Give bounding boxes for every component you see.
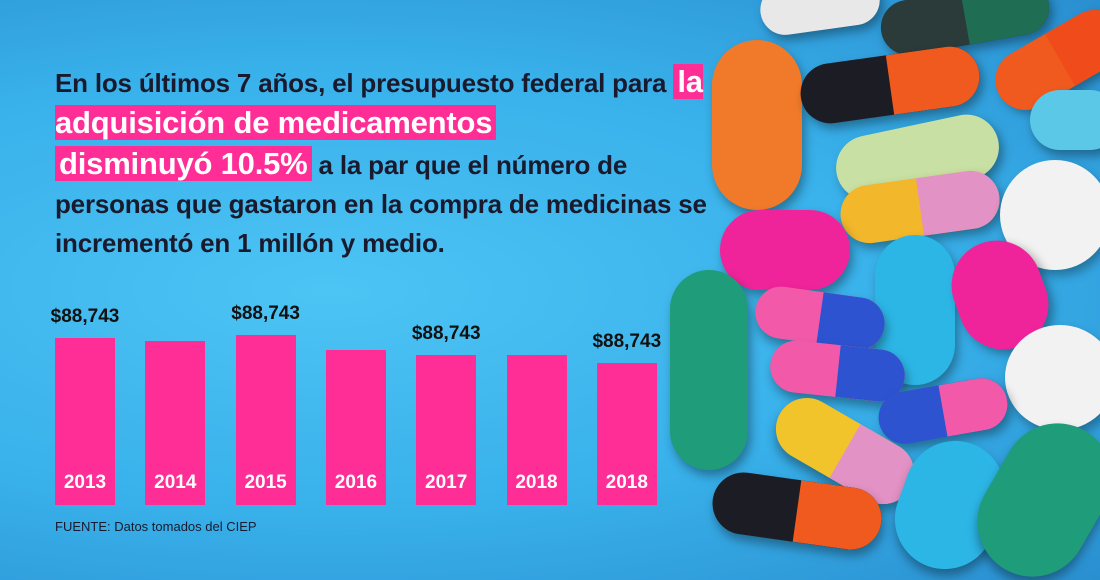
pill-capsule (1030, 90, 1100, 150)
source-note: FUENTE: Datos tomados del CIEP (55, 519, 257, 534)
pill-capsule (796, 42, 984, 128)
data-label: $88,743 (50, 306, 120, 328)
bar-2013 (55, 338, 115, 505)
x-tick-label: 2018 (515, 472, 558, 493)
pill-softgel (670, 270, 748, 470)
headline-highlight-2: disminuyó 10.5% (55, 146, 312, 181)
x-tick-label: 2015 (244, 472, 287, 493)
headline: En los últimos 7 años, el presupuesto fe… (55, 62, 715, 263)
headline-text-1: En los últimos 7 años, el presupuesto fe… (55, 68, 674, 98)
x-tick-label: 2016 (334, 472, 378, 493)
x-tick-label: 2018 (605, 472, 648, 493)
bar-2015 (235, 335, 296, 505)
pill-capsule (712, 40, 802, 210)
x-tick-label: 2013 (63, 472, 107, 493)
x-tick-label: 2017 (425, 472, 468, 493)
x-tick-label: 2014 (154, 472, 197, 493)
headline-text-2: a la par que el número de personas que g… (55, 150, 707, 258)
bar-chart: 2013 $88,743 2014 2015 $88,743 2016 2017 $88,74… (50, 303, 662, 505)
data-label: $88,743 (231, 303, 300, 324)
bar-2018 (596, 362, 657, 505)
pill-capsule (757, 0, 883, 39)
bar-2017 (416, 354, 477, 505)
data-label: $88,743 (592, 330, 662, 352)
bar-2014 (145, 340, 206, 505)
pill-oval (720, 210, 850, 290)
data-label: $88,743 (411, 322, 481, 344)
bar-2016 (325, 349, 386, 505)
pill-tablet (1005, 325, 1100, 430)
bar-2018 (506, 354, 567, 505)
